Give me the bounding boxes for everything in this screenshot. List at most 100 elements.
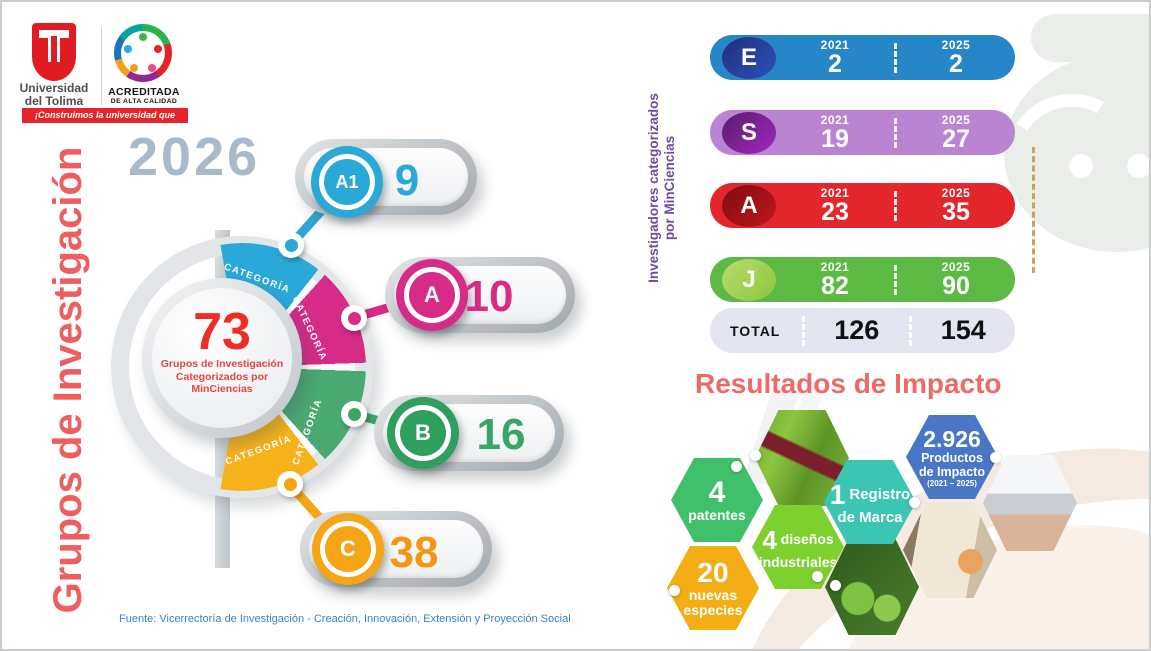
total-value-2021: 126 xyxy=(834,315,880,345)
patents-label: patentes xyxy=(688,506,746,523)
hexagon-new-species: 20 nuevas especies xyxy=(667,546,759,630)
year-header: 2021 xyxy=(820,113,850,127)
badge-ring: B xyxy=(395,405,451,461)
column-divider xyxy=(894,42,897,73)
pill-value-b: 16 xyxy=(476,410,526,459)
species-value: 20 xyxy=(697,557,729,588)
total-label: TOTAL xyxy=(730,322,781,339)
year-column: 2021 2 xyxy=(776,39,894,77)
species-label-line1: nuevas xyxy=(688,587,738,603)
connector-node-blue xyxy=(278,232,304,258)
junction-dot xyxy=(990,452,1001,463)
species-label-line2: especies xyxy=(683,602,743,618)
year-column: 2025 2 xyxy=(897,38,1015,78)
designs-label-line1: diseños xyxy=(780,531,834,547)
year-column: 2021 19 xyxy=(776,113,894,152)
accreditation-line2: DE ALTA CALIDAD xyxy=(110,98,178,105)
junction-dot xyxy=(812,571,823,582)
row-letter-badge: J xyxy=(722,258,776,301)
products-sublabel: (2021 – 2025) xyxy=(927,478,977,488)
row-letter-badge: E xyxy=(722,36,776,79)
impact-title: Resultados de Impacto xyxy=(695,368,1002,399)
pill-letter-a1: A1 xyxy=(324,159,370,205)
smiley-dot-icon xyxy=(148,64,156,72)
designs-label-line2: industriales xyxy=(758,553,838,570)
patents-value: 4 xyxy=(708,475,726,509)
pill-badge-a1: A1 xyxy=(311,146,383,218)
year-header: 2021 xyxy=(820,186,850,200)
accreditation-logo-inner xyxy=(121,31,165,75)
connector-node-pink xyxy=(341,305,367,331)
pill-letter-c: C xyxy=(325,526,371,572)
products-label-line1: Productos xyxy=(921,450,983,465)
designs-value: 4 xyxy=(762,524,777,555)
year-value: 82 xyxy=(821,272,849,300)
accreditation-text: ACREDITADA DE ALTA CALIDAD xyxy=(102,86,186,105)
junction-dot xyxy=(909,497,920,508)
node-core xyxy=(284,238,298,252)
groups-caption-line1: Grupos de Investigación xyxy=(160,358,284,370)
year-header: 2025 xyxy=(941,113,971,127)
pill-letter-a: A xyxy=(409,272,455,318)
pill-letter-b: B xyxy=(400,410,446,456)
table-vertical-label-line2: por MinCiencias xyxy=(662,135,677,241)
year-header: 2025 xyxy=(941,260,971,274)
slogan-banner: ¡Construimos la universidad que soñamos! xyxy=(22,108,188,135)
column-divider xyxy=(802,315,805,346)
logo-divider xyxy=(101,27,102,105)
badge-ring: A1 xyxy=(319,154,375,210)
table-vertical-label: Investigadores categorizados por MinCien… xyxy=(646,53,680,323)
smiley-eye-decoration xyxy=(1127,154,1149,178)
university-name-line1: Universidad xyxy=(19,81,89,95)
connector-node-orange xyxy=(277,471,303,497)
products-label-line2: de Impacto xyxy=(919,464,985,479)
year-column: 2025 90 xyxy=(897,260,1015,299)
year-label: 2026 xyxy=(128,127,261,187)
node-core xyxy=(283,477,297,491)
smiley-dot-icon xyxy=(154,45,162,53)
total-value-2025: 154 xyxy=(940,315,986,345)
badge-ring: C xyxy=(320,521,376,577)
trademark-value: 1 xyxy=(829,478,846,510)
pill-value-c: 38 xyxy=(389,528,439,577)
pill-badge-a: A xyxy=(396,259,468,331)
connector-node-green xyxy=(341,401,367,427)
pill-value-a1: 9 xyxy=(394,156,420,205)
year-header: 2021 xyxy=(820,260,850,274)
smiley-eye-decoration xyxy=(1069,154,1093,178)
year-column: 2021 82 xyxy=(776,260,894,300)
year-value: 27 xyxy=(942,125,970,153)
year-header: 2025 xyxy=(941,186,971,200)
frog-photo xyxy=(587,507,681,603)
node-core xyxy=(347,311,361,325)
smiley-dot-icon xyxy=(124,45,132,53)
accreditation-line1: ACREDITADA xyxy=(108,86,180,98)
junction-dot xyxy=(750,450,761,461)
row-letter-badge: S xyxy=(722,111,776,154)
smiley-dot-icon xyxy=(130,64,138,72)
university-logo-t-core xyxy=(51,36,57,62)
node-core xyxy=(347,407,361,421)
badge-ring: A xyxy=(404,267,460,323)
row-letter-badge: A xyxy=(722,184,776,227)
table-row-s: S 2021 19 2025 27 xyxy=(710,110,1015,155)
table-row-a: A 2021 23 2025 35 xyxy=(710,183,1015,228)
year-column: 2025 35 xyxy=(897,186,1015,226)
groups-caption-line3: MinCiencias xyxy=(191,383,253,395)
chocolate-photo xyxy=(903,502,997,598)
year-header: 2025 xyxy=(941,38,971,52)
pill-badge-b: B xyxy=(387,397,459,469)
pill-badge-c: C xyxy=(312,513,384,585)
year-column: 2025 27 xyxy=(897,113,1015,153)
pill-value-a: 10 xyxy=(464,272,514,321)
trademark-label-line1: Registro xyxy=(849,486,911,503)
table-total-row: TOTAL 126 154 xyxy=(710,308,1015,353)
year-value: 35 xyxy=(942,198,970,226)
accreditation-logo xyxy=(114,24,172,82)
year-value: 2 xyxy=(949,50,963,78)
column-divider xyxy=(894,117,897,148)
products-value: 2.926 xyxy=(923,425,981,452)
university-name: Universidad del Tolima xyxy=(16,82,92,107)
